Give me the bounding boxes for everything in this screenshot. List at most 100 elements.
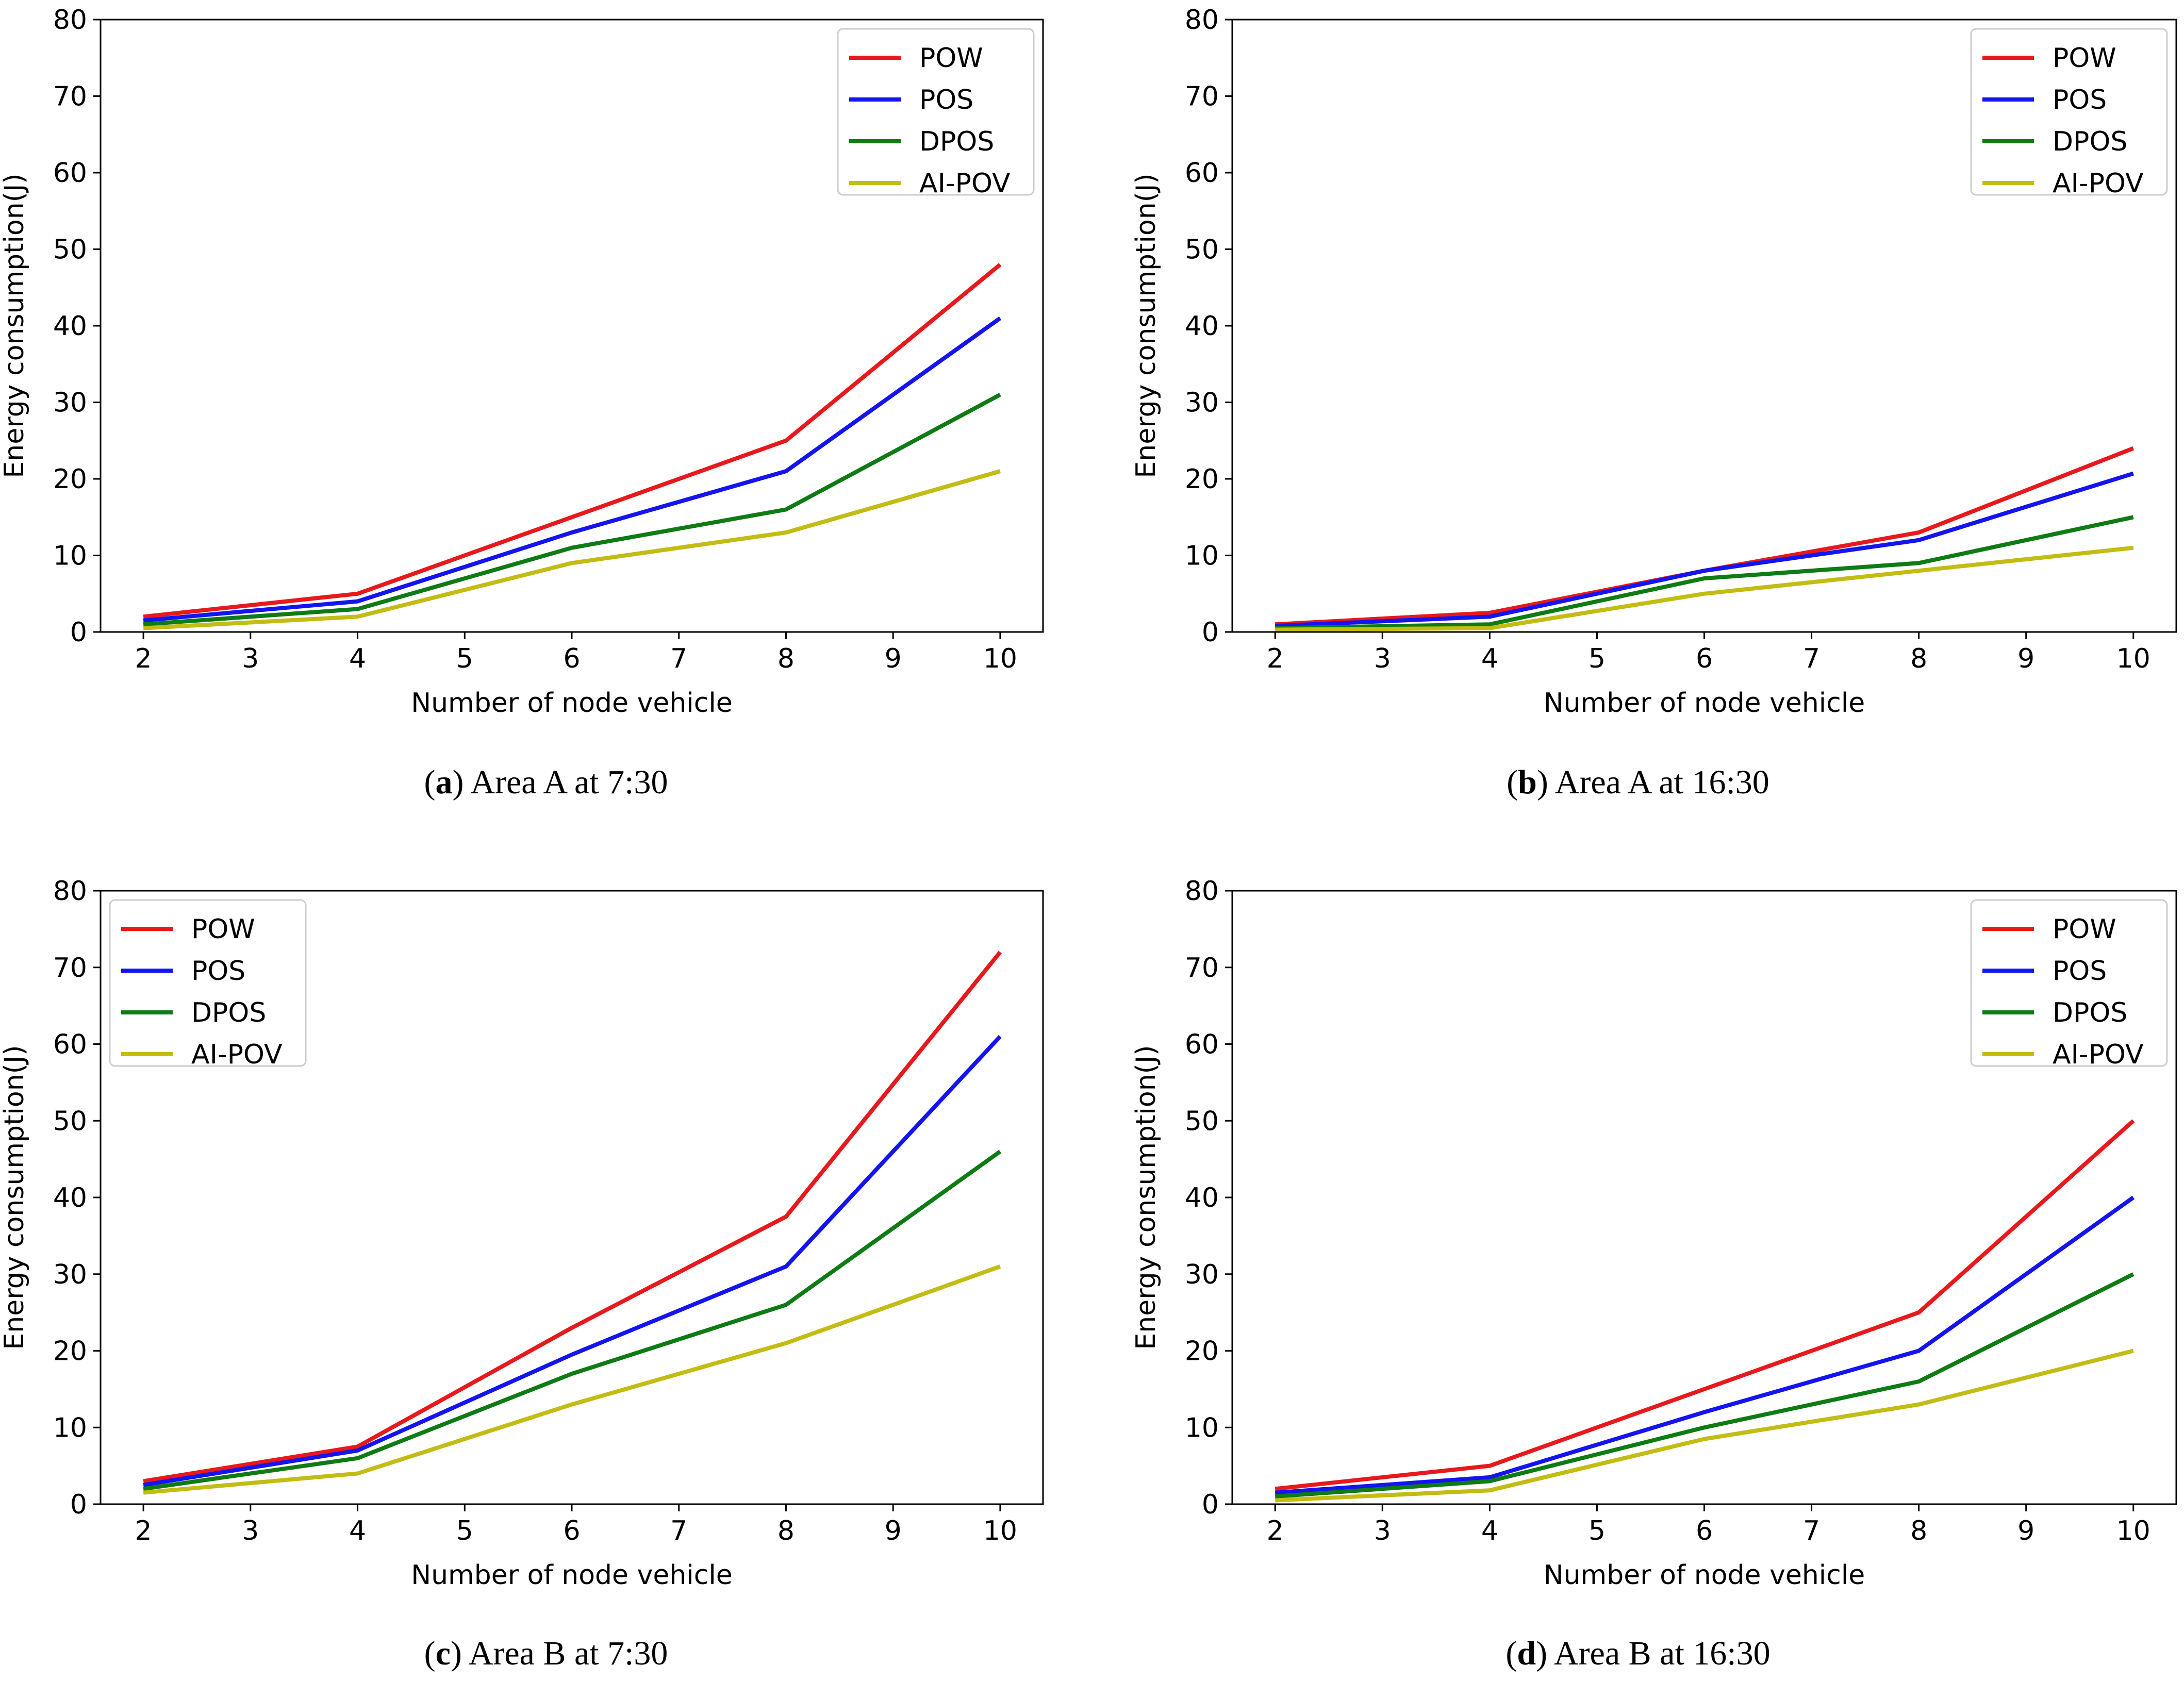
x-tick-label: 5 <box>1589 643 1606 674</box>
y-axis-label: Energy consumption(J) <box>1131 173 1162 478</box>
y-tick-label: 30 <box>53 1259 87 1290</box>
x-tick-label: 10 <box>2116 643 2150 674</box>
y-tick-label: 70 <box>53 953 87 984</box>
y-tick-label: 40 <box>53 1183 87 1213</box>
legend-label-pos: POS <box>191 956 245 987</box>
y-tick-label: 50 <box>53 235 87 265</box>
x-tick-label: 2 <box>1267 1516 1284 1546</box>
legend-box <box>1970 28 2168 196</box>
series-line-pow <box>143 951 1002 1484</box>
series-line-ai-pov <box>143 1264 1001 1495</box>
chart-d: 2 3 4 5 6 7 8 9 10 0 10 20 30 40 50 60 70 80 Number of nod… <box>1131 876 2177 1591</box>
x-tick-label: 2 <box>135 643 152 674</box>
x-tick-label: 3 <box>1374 643 1391 674</box>
x-axis-label: Number of node vehicle <box>411 688 733 719</box>
x-tick-label: 8 <box>1910 643 1927 674</box>
legend-label-ai-pov: AI-POV <box>919 168 1011 199</box>
y-axis-label: Energy consumption(J) <box>0 1045 30 1350</box>
y-tick-label: 50 <box>53 1106 87 1137</box>
x-tick-label: 5 <box>456 1516 473 1546</box>
x-tick-label: 7 <box>670 1516 687 1546</box>
legend-label-pos: POS <box>919 85 973 115</box>
legend-label-ai-pov: AI-POV <box>2053 1039 2144 1070</box>
series-line-pow <box>1275 446 2135 627</box>
y-tick-label: 10 <box>53 541 87 572</box>
legend: POW POS DPOS AI-POV <box>837 28 1035 199</box>
y-tick-label: 0 <box>1202 1489 1219 1520</box>
series-line-pos <box>1275 471 2134 628</box>
legend-box <box>109 899 307 1067</box>
x-tick-label: 6 <box>1696 1516 1713 1546</box>
y-tick-label: 80 <box>53 5 87 36</box>
caption-d: (d) Area B at 16:30 <box>1505 1635 1771 1672</box>
series-line-pos <box>1275 1195 2135 1495</box>
x-tick-label: 2 <box>135 1516 152 1546</box>
series-line-dpos <box>1275 1272 2135 1499</box>
x-tick-label: 3 <box>1374 1516 1391 1546</box>
caption-a: (a) Area A at 7:30 <box>424 763 668 801</box>
series-line-ai-pov <box>143 469 1001 630</box>
legend-label-pow: POW <box>919 43 983 74</box>
x-tick-label: 7 <box>670 643 687 674</box>
x-tick-label: 3 <box>242 1516 259 1546</box>
y-tick-label: 0 <box>70 1489 87 1520</box>
y-tick-label: 70 <box>1185 953 1219 984</box>
x-tick-label: 9 <box>2017 1516 2034 1546</box>
y-tick-label: 20 <box>53 464 87 495</box>
series-line-pow <box>143 263 1002 619</box>
y-axis-label: Energy consumption(J) <box>1131 1045 1162 1350</box>
y-tick-label: 30 <box>1185 388 1219 419</box>
chart-b: 2 3 4 5 6 7 8 9 10 0 10 20 30 40 50 60 70 80 Number of nod… <box>1131 5 2177 719</box>
y-tick-label: 60 <box>1185 158 1219 189</box>
series-line-dpos <box>143 393 1001 627</box>
caption-b: (b) Area A at 16:30 <box>1507 763 1769 801</box>
x-tick-label: 4 <box>1481 643 1498 674</box>
x-axis-label: Number of node vehicle <box>1544 688 1865 719</box>
x-tick-label: 7 <box>1803 643 1820 674</box>
y-tick-label: 20 <box>1185 1336 1219 1367</box>
legend: POW POS DPOS AI-POV <box>109 899 307 1070</box>
legend-label-pow: POW <box>2053 914 2116 945</box>
y-tick-label: 10 <box>1185 541 1219 572</box>
y-axis-label: Energy consumption(J) <box>0 173 30 478</box>
series-line-ai-pov <box>1275 545 2134 632</box>
x-tick-label: 10 <box>983 643 1017 674</box>
y-tick-label: 40 <box>1185 1183 1219 1213</box>
legend-box <box>837 28 1035 196</box>
legend-label-pow: POW <box>2053 43 2116 74</box>
y-tick-label: 40 <box>53 311 87 342</box>
series-line-pow <box>1275 1119 2135 1491</box>
legend-label-ai-pov: AI-POV <box>2053 168 2144 199</box>
y-tick-label: 30 <box>1185 1259 1219 1290</box>
legend-label-pow: POW <box>191 914 255 945</box>
y-tick-label: 20 <box>53 1336 87 1367</box>
legend-label-ai-pov: AI-POV <box>191 1039 283 1070</box>
legend-label-pos: POS <box>2053 85 2107 115</box>
x-tick-label: 6 <box>563 643 580 674</box>
series-line-pos <box>143 316 1002 623</box>
y-tick-label: 10 <box>53 1412 87 1443</box>
x-tick-label: 2 <box>1267 643 1284 674</box>
legend-box <box>1970 899 2168 1067</box>
y-tick-label: 20 <box>1185 464 1219 495</box>
y-tick-label: 80 <box>1185 876 1219 907</box>
legend-label-dpos: DPOS <box>919 126 994 157</box>
legend-label-dpos: DPOS <box>2053 997 2127 1028</box>
series-line-dpos <box>1275 515 2134 630</box>
legend-label-dpos: DPOS <box>2053 126 2127 157</box>
legend: POW POS DPOS AI-POV <box>1970 28 2168 199</box>
x-tick-label: 4 <box>349 1516 366 1546</box>
y-tick-label: 0 <box>70 617 87 648</box>
y-tick-label: 40 <box>1185 311 1219 342</box>
x-tick-label: 10 <box>2116 1516 2150 1546</box>
x-tick-label: 9 <box>2017 643 2034 674</box>
series-line-dpos <box>143 1150 1002 1491</box>
y-tick-label: 10 <box>1185 1412 1219 1443</box>
x-tick-label: 5 <box>1589 1516 1606 1546</box>
y-tick-label: 60 <box>1185 1029 1219 1060</box>
caption-c: (c) Area B at 7:30 <box>424 1635 668 1672</box>
series-line-ai-pov <box>1275 1348 2134 1503</box>
x-tick-label: 8 <box>777 643 795 674</box>
y-tick-label: 70 <box>53 81 87 112</box>
